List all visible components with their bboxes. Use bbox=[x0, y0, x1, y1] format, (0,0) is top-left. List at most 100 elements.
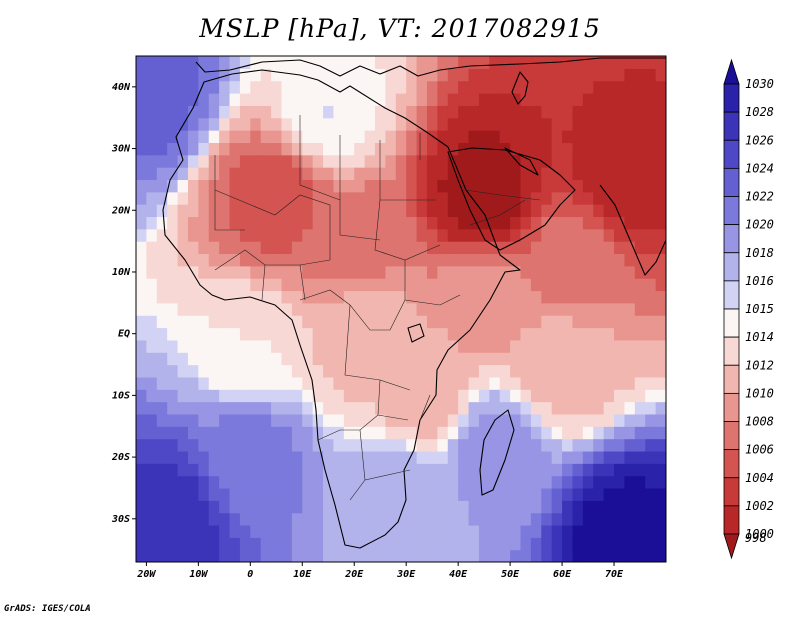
field-cell bbox=[489, 487, 501, 501]
field-cell bbox=[406, 315, 418, 329]
field-cell bbox=[478, 154, 490, 168]
field-cell bbox=[603, 537, 615, 551]
field-cell bbox=[385, 204, 397, 218]
field-cell bbox=[603, 438, 615, 452]
field-cell bbox=[323, 105, 335, 119]
field-cell bbox=[530, 339, 542, 353]
field-cell bbox=[426, 450, 438, 464]
field-cell bbox=[208, 167, 220, 181]
field-cell bbox=[562, 450, 574, 464]
field-cell bbox=[156, 401, 168, 415]
field-cell bbox=[655, 537, 666, 551]
field-cell bbox=[187, 537, 199, 551]
field-cell bbox=[582, 191, 594, 205]
field-cell bbox=[582, 167, 594, 181]
field-cell bbox=[530, 265, 542, 279]
field-cell bbox=[136, 487, 147, 501]
field-cell bbox=[530, 401, 542, 415]
field-cell bbox=[458, 487, 470, 501]
field-cell bbox=[603, 549, 615, 562]
persian-gulf-coastline bbox=[504, 147, 539, 176]
field-cell bbox=[530, 228, 542, 242]
field-cell bbox=[426, 167, 438, 181]
field-cell bbox=[187, 524, 199, 538]
field-cell bbox=[634, 315, 646, 329]
field-cell bbox=[375, 216, 387, 230]
field-cell bbox=[302, 426, 314, 440]
field-cell bbox=[291, 315, 303, 329]
field-cell bbox=[572, 524, 584, 538]
field-cell bbox=[468, 302, 480, 316]
field-cell bbox=[208, 191, 220, 205]
field-cell bbox=[541, 463, 553, 477]
field-cell bbox=[468, 315, 480, 329]
field-cell bbox=[562, 241, 574, 255]
field-cell bbox=[634, 117, 646, 131]
field-cell bbox=[655, 191, 666, 205]
field-cell bbox=[468, 290, 480, 304]
field-cell bbox=[655, 438, 666, 452]
field-cell bbox=[156, 93, 168, 106]
field-cell bbox=[562, 364, 574, 378]
field-cell bbox=[614, 93, 626, 106]
field-cell bbox=[499, 80, 511, 94]
field-cell bbox=[489, 290, 501, 304]
field-cell bbox=[468, 68, 480, 82]
field-cell bbox=[426, 93, 438, 106]
field-cell bbox=[572, 179, 584, 193]
arabia-coastline bbox=[447, 147, 576, 251]
field-cell bbox=[541, 487, 553, 501]
field-cell bbox=[177, 352, 189, 366]
field-cell bbox=[593, 93, 605, 106]
field-cell bbox=[562, 278, 574, 292]
field-cell bbox=[343, 438, 355, 452]
field-cell bbox=[624, 512, 636, 526]
field-cell bbox=[562, 339, 574, 353]
field-cell bbox=[385, 130, 397, 143]
field-cell bbox=[271, 56, 283, 69]
field-cell bbox=[447, 80, 459, 94]
field-cell bbox=[520, 265, 532, 279]
field-cell bbox=[375, 512, 387, 526]
field-cell bbox=[239, 290, 251, 304]
field-cell bbox=[551, 339, 563, 353]
field-cell bbox=[281, 426, 293, 440]
field-cell bbox=[437, 302, 449, 316]
field-cell bbox=[614, 241, 626, 255]
field-cell bbox=[426, 364, 438, 378]
field-cell bbox=[541, 117, 553, 131]
field-cell bbox=[447, 413, 459, 427]
field-cell bbox=[250, 327, 262, 341]
field-cell bbox=[302, 487, 314, 501]
field-cell bbox=[250, 216, 262, 230]
field-cell bbox=[416, 389, 428, 403]
field-cell bbox=[406, 327, 418, 341]
field-cell bbox=[271, 315, 283, 329]
field-cell bbox=[187, 376, 199, 390]
field-cell bbox=[187, 364, 199, 378]
field-cell bbox=[271, 537, 283, 551]
field-cell bbox=[395, 117, 407, 131]
field-cell bbox=[323, 364, 335, 378]
field-cell bbox=[551, 265, 563, 279]
field-cell bbox=[437, 426, 449, 440]
colorbar-swatch bbox=[723, 505, 740, 535]
field-cell bbox=[291, 93, 303, 106]
field-cell bbox=[302, 105, 314, 119]
field-cell bbox=[136, 315, 147, 329]
field-cell bbox=[655, 167, 666, 181]
field-cell bbox=[593, 327, 605, 341]
field-cell bbox=[489, 426, 501, 440]
field-cell bbox=[302, 389, 314, 403]
field-cell bbox=[624, 438, 636, 452]
field-cell bbox=[343, 241, 355, 255]
field-cell bbox=[603, 117, 615, 131]
field-cell bbox=[354, 315, 366, 329]
field-cell bbox=[468, 413, 480, 427]
field-cell bbox=[530, 130, 542, 143]
country-borders bbox=[214, 115, 541, 501]
field-cell bbox=[198, 376, 210, 390]
field-cell bbox=[250, 475, 262, 489]
field-cell bbox=[458, 500, 470, 514]
